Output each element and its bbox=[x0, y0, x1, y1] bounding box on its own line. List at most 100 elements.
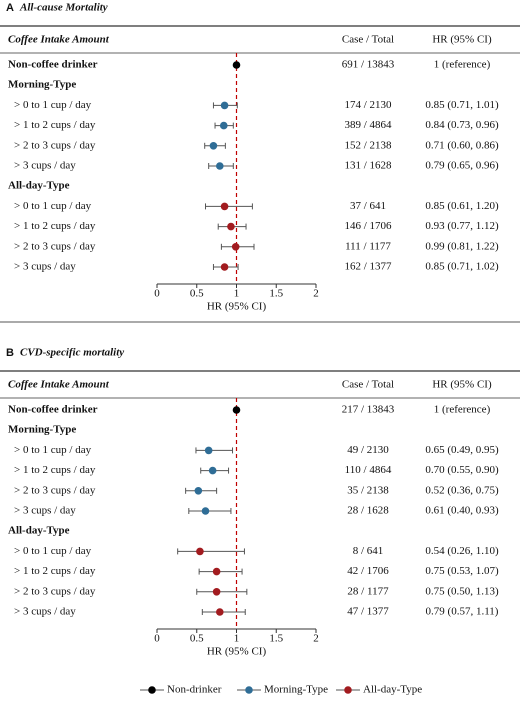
case-total: 217 / 13843 bbox=[342, 404, 395, 416]
row-label: > 2 to 3 cups / day bbox=[14, 240, 96, 252]
case-total: 28 / 1177 bbox=[347, 585, 389, 597]
row-label: > 0 to 1 cup / day bbox=[14, 200, 92, 212]
case-total: 8 / 641 bbox=[353, 545, 384, 557]
hr-point bbox=[232, 406, 241, 414]
x-tick-label: 0 bbox=[154, 288, 160, 300]
row-heading: All-day-Type bbox=[8, 525, 70, 537]
row-label: > 3 cups / day bbox=[14, 505, 76, 517]
hr-label: 0.85 (0.61, 1.20) bbox=[425, 200, 499, 212]
x-tick-label: 1.5 bbox=[269, 633, 283, 645]
column-header: HR (95% CI) bbox=[432, 379, 492, 391]
hr-label: 0.75 (0.53, 1.07) bbox=[425, 565, 499, 577]
case-total: 110 / 4864 bbox=[345, 464, 392, 476]
hr-point bbox=[216, 162, 224, 170]
hr-point bbox=[220, 101, 229, 110]
hr-label: 0.93 (0.77, 1.12) bbox=[425, 220, 499, 232]
legend-marker bbox=[148, 686, 156, 694]
hr-point bbox=[231, 243, 240, 251]
case-total: 152 / 2138 bbox=[344, 139, 392, 151]
row-label: > 0 to 1 cup / day bbox=[14, 444, 92, 456]
hr-label: 0.85 (0.71, 1.01) bbox=[425, 99, 499, 111]
hr-label: 0.71 (0.60, 0.86) bbox=[425, 139, 499, 151]
legend-label: All-day-Type bbox=[363, 684, 422, 696]
x-axis-label: HR (95% CI) bbox=[207, 646, 267, 658]
row-label: > 0 to 1 cup / day bbox=[14, 99, 92, 111]
x-tick-label: 2 bbox=[313, 288, 319, 300]
column-header: Coffee Intake Amount bbox=[8, 34, 110, 46]
hr-label: 0.61 (0.40, 0.93) bbox=[425, 505, 499, 517]
x-tick-label: 1 bbox=[234, 288, 240, 300]
hr-label: 0.84 (0.73, 0.96) bbox=[425, 119, 499, 131]
hr-label: 0.75 (0.50, 1.13) bbox=[425, 585, 499, 597]
column-header: HR (95% CI) bbox=[432, 34, 492, 46]
panel-title: All-cause Mortality bbox=[19, 2, 108, 14]
hr-point bbox=[219, 121, 228, 130]
case-total: 111 / 1177 bbox=[345, 240, 391, 252]
hr-point bbox=[209, 142, 218, 150]
hr-point bbox=[212, 567, 221, 576]
case-total: 35 / 2138 bbox=[347, 484, 389, 496]
case-total: 131 / 1628 bbox=[344, 160, 392, 172]
x-tick-label: 0.5 bbox=[190, 288, 204, 300]
row-label: > 0 to 1 cup / day bbox=[14, 545, 92, 557]
row-label: > 1 to 2 cups / day bbox=[14, 119, 96, 131]
column-header: Case / Total bbox=[342, 34, 394, 46]
panel-letter: B bbox=[6, 347, 14, 359]
hr-point bbox=[220, 263, 229, 271]
case-total: 49 / 2130 bbox=[347, 444, 389, 456]
panel-title: CVD-specific mortality bbox=[20, 347, 124, 359]
case-total: 37 / 641 bbox=[350, 200, 386, 212]
hr-point bbox=[201, 507, 210, 515]
legend-label: Morning-Type bbox=[264, 684, 328, 696]
hr-label: 0.79 (0.57, 1.11) bbox=[426, 606, 499, 618]
row-heading: Morning-Type bbox=[8, 424, 76, 436]
case-total: 162 / 1377 bbox=[344, 261, 392, 273]
hr-point bbox=[220, 202, 229, 211]
hr-point bbox=[194, 487, 203, 495]
hr-point bbox=[208, 466, 217, 475]
case-total: 28 / 1628 bbox=[347, 505, 389, 517]
case-total: 42 / 1706 bbox=[347, 565, 389, 577]
case-total: 146 / 1706 bbox=[344, 220, 392, 232]
hr-point bbox=[212, 588, 221, 596]
hr-label: 0.52 (0.36, 0.75) bbox=[425, 484, 499, 496]
row-label: > 2 to 3 cups / day bbox=[14, 139, 96, 151]
hr-label: 0.99 (0.81, 1.22) bbox=[425, 240, 499, 252]
x-tick-label: 0 bbox=[154, 633, 160, 645]
x-tick-label: 0.5 bbox=[190, 633, 204, 645]
row-heading: Non-coffee drinker bbox=[8, 404, 98, 416]
row-heading: Morning-Type bbox=[8, 79, 76, 91]
column-header: Coffee Intake Amount bbox=[8, 379, 110, 391]
hr-point bbox=[196, 547, 204, 556]
case-total: 691 / 13843 bbox=[342, 59, 395, 71]
row-heading: All-day-Type bbox=[8, 180, 70, 192]
row-label: > 3 cups / day bbox=[14, 261, 76, 273]
row-heading: Non-coffee drinker bbox=[8, 59, 98, 71]
x-tick-label: 1.5 bbox=[269, 288, 283, 300]
x-tick-label: 1 bbox=[234, 633, 240, 645]
hr-label: 0.54 (0.26, 1.10) bbox=[425, 545, 499, 557]
column-header: Case / Total bbox=[342, 379, 394, 391]
hr-label: 0.85 (0.71, 1.02) bbox=[425, 261, 499, 273]
row-label: > 3 cups / day bbox=[14, 606, 76, 618]
legend-marker bbox=[245, 686, 253, 694]
case-total: 389 / 4864 bbox=[344, 119, 392, 131]
hr-label: 0.70 (0.55, 0.90) bbox=[425, 464, 499, 476]
case-total: 174 / 2130 bbox=[344, 99, 392, 111]
hr-label: 1 (reference) bbox=[434, 59, 491, 71]
hr-label: 0.65 (0.49, 0.95) bbox=[425, 444, 499, 456]
row-label: > 1 to 2 cups / day bbox=[14, 464, 96, 476]
x-axis-label: HR (95% CI) bbox=[207, 301, 267, 313]
row-label: > 2 to 3 cups / day bbox=[14, 484, 96, 496]
hr-label: 1 (reference) bbox=[434, 404, 491, 416]
legend-label: Non-drinker bbox=[167, 684, 222, 696]
panel-letter: A bbox=[6, 2, 14, 14]
row-label: > 2 to 3 cups / day bbox=[14, 585, 96, 597]
row-label: > 1 to 2 cups / day bbox=[14, 220, 96, 232]
case-total: 47 / 1377 bbox=[347, 606, 389, 618]
hr-point bbox=[227, 222, 235, 231]
row-label: > 1 to 2 cups / day bbox=[14, 565, 96, 577]
hr-point bbox=[216, 608, 224, 616]
x-tick-label: 2 bbox=[313, 633, 319, 645]
